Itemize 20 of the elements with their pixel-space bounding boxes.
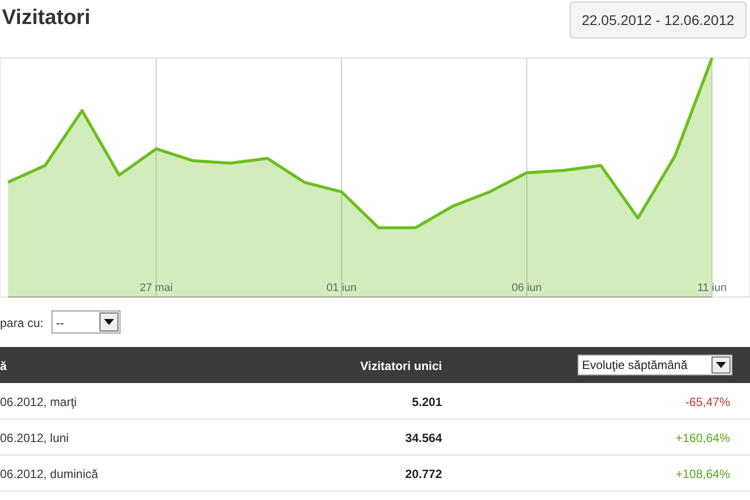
text: +108,64% <box>676 467 730 481</box>
text: 22.05.2012 - 12.06.2012 <box>582 12 735 28</box>
x-tick-label: 01 iun <box>326 282 356 294</box>
text: ă <box>0 359 7 373</box>
x-tick-label: 27 mai <box>140 282 173 294</box>
text: 20.772 <box>405 467 442 481</box>
text: Vizitatori unici <box>360 359 442 373</box>
text: 06.2012, duminică <box>0 467 98 481</box>
text: Evoluţie săptămână <box>582 358 688 372</box>
text: para cu: <box>0 316 44 330</box>
text: 06.2012, marţi <box>0 395 77 409</box>
text: 34.564 <box>405 431 442 445</box>
text: +160,64% <box>676 431 730 445</box>
text: -65,47% <box>685 395 730 409</box>
x-tick-label: 11 iun <box>697 282 727 294</box>
x-tick-label: 06 iun <box>512 282 542 294</box>
text: 5.201 <box>412 395 442 409</box>
chart-title: Vizitatori <box>2 6 90 29</box>
text: 06.2012, luni <box>0 431 69 445</box>
text: -- <box>56 316 64 330</box>
